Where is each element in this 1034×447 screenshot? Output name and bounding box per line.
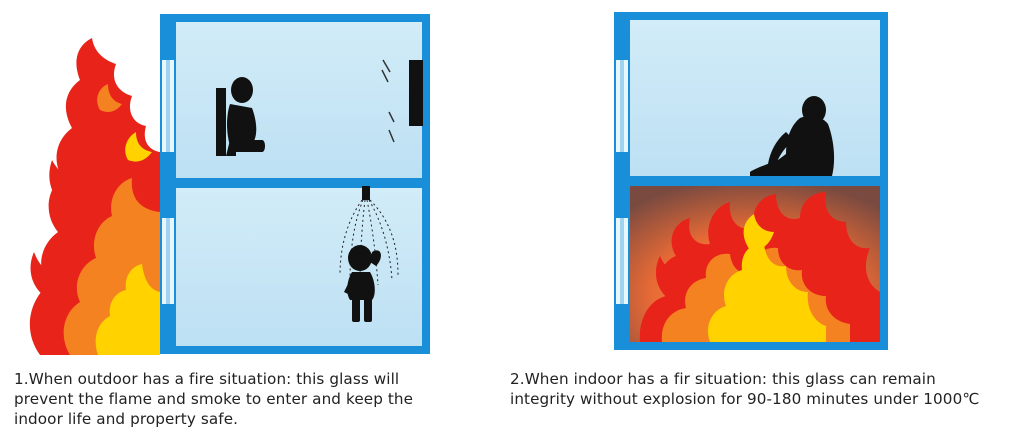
caption-line: 1.When outdoor has a fire situation: thi…: [14, 370, 400, 388]
upper-room: [630, 20, 880, 176]
building-frame: [160, 14, 430, 354]
indoor-fire-illustration: [600, 0, 900, 360]
flame-icon: [639, 192, 880, 342]
upper-room: [176, 22, 422, 178]
caption-indoor-fire: 2.When indoor has a fir situation: this …: [510, 369, 1025, 409]
caption-line: prevent the flame and smoke to enter and…: [14, 390, 414, 408]
outdoor-fire-illustration: [0, 0, 440, 360]
crouching-person-silhouette: [750, 96, 835, 176]
caption-line: indoor life and property safe.: [14, 410, 239, 428]
flame-icon: [29, 38, 161, 355]
caption-outdoor-fire: 1.When outdoor has a fire situation: thi…: [14, 369, 444, 429]
caption-line: 2.When indoor has a fir situation: this …: [510, 370, 936, 388]
window-with-glass-lines: [381, 59, 423, 143]
seated-person-silhouette: [216, 77, 265, 156]
standing-person-silhouette: [344, 245, 381, 322]
lower-room: [176, 188, 422, 346]
caption-line: integrity without explosion for 90-180 m…: [510, 390, 980, 408]
